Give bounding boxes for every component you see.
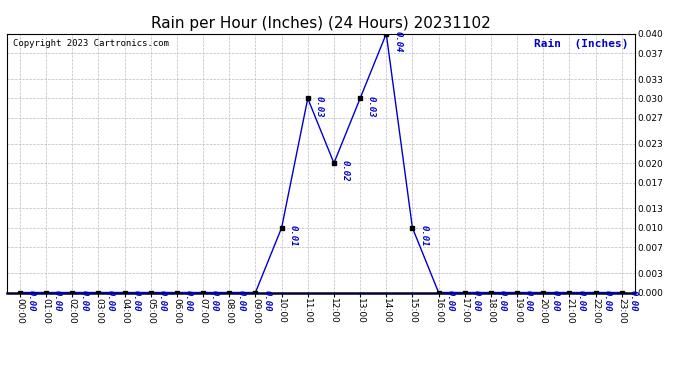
Text: 0.00: 0.00 [210,290,219,311]
Text: 0.00: 0.00 [498,290,507,311]
Text: 0.03: 0.03 [315,96,324,117]
Text: 0.00: 0.00 [576,290,585,311]
Text: 0.04: 0.04 [393,31,402,52]
Text: 0.03: 0.03 [367,96,376,117]
Text: 0.00: 0.00 [27,290,36,311]
Text: 0.00: 0.00 [262,290,271,311]
Text: 0.00: 0.00 [106,290,115,311]
Text: 0.00: 0.00 [132,290,141,311]
Text: 0.00: 0.00 [524,290,533,311]
Text: 0.02: 0.02 [341,160,350,182]
Text: 0.00: 0.00 [550,290,559,311]
Text: Rain  (Inches): Rain (Inches) [534,39,629,49]
Text: 0.00: 0.00 [79,290,88,311]
Text: 0.01: 0.01 [420,225,428,246]
Text: 0.00: 0.00 [472,290,481,311]
Title: Rain per Hour (Inches) (24 Hours) 20231102: Rain per Hour (Inches) (24 Hours) 202311… [151,16,491,31]
Text: 0.00: 0.00 [629,290,638,311]
Text: 0.00: 0.00 [602,290,611,311]
Text: 0.01: 0.01 [288,225,297,246]
Text: 0.00: 0.00 [236,290,245,311]
Text: 0.00: 0.00 [53,290,62,311]
Text: 0.00: 0.00 [446,290,455,311]
Text: 0.00: 0.00 [184,290,193,311]
Text: 0.00: 0.00 [158,290,167,311]
Text: Copyright 2023 Cartronics.com: Copyright 2023 Cartronics.com [13,39,169,48]
